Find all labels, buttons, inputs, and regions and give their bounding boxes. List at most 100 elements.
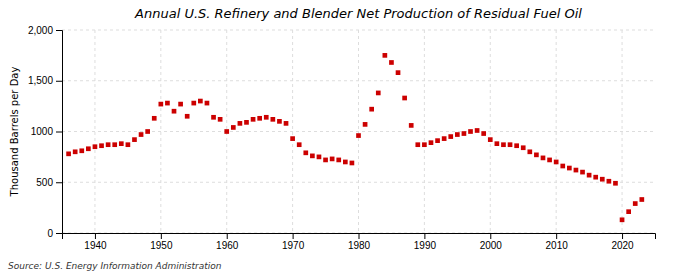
point bbox=[224, 129, 229, 134]
point bbox=[191, 101, 196, 106]
tick: 1000 bbox=[31, 126, 62, 137]
point bbox=[547, 158, 552, 163]
point bbox=[376, 91, 381, 96]
point bbox=[323, 158, 328, 163]
point bbox=[198, 99, 203, 104]
point bbox=[218, 117, 223, 122]
points bbox=[66, 53, 644, 222]
point bbox=[284, 121, 289, 126]
point bbox=[132, 137, 137, 142]
point bbox=[567, 166, 572, 171]
point bbox=[79, 148, 84, 153]
tick-mark bbox=[56, 81, 62, 82]
point bbox=[369, 107, 374, 112]
point bbox=[178, 102, 183, 107]
point bbox=[238, 121, 243, 126]
tick: 500 bbox=[36, 177, 62, 188]
point bbox=[389, 60, 394, 65]
grid-line-y bbox=[62, 182, 655, 183]
point bbox=[409, 123, 414, 128]
point bbox=[607, 179, 612, 184]
grid-line-y bbox=[62, 131, 655, 132]
tick: 2,000 bbox=[28, 25, 62, 36]
point bbox=[251, 117, 256, 122]
tick: 1970 bbox=[282, 233, 305, 251]
tick-mark bbox=[56, 182, 62, 183]
tick-label: 1940 bbox=[84, 240, 107, 251]
grid-line-y bbox=[62, 80, 655, 81]
grid bbox=[62, 30, 655, 233]
point bbox=[560, 164, 565, 169]
point bbox=[422, 142, 427, 147]
point bbox=[580, 170, 585, 175]
point bbox=[488, 137, 493, 142]
tick-label: 0 bbox=[47, 228, 53, 239]
point bbox=[435, 138, 440, 143]
point bbox=[86, 146, 91, 151]
grid-line-y bbox=[62, 30, 655, 31]
point bbox=[330, 157, 335, 162]
tick-mark bbox=[293, 233, 294, 239]
tick-mark bbox=[95, 233, 96, 239]
point bbox=[145, 129, 150, 134]
tick-label: 500 bbox=[36, 177, 53, 188]
point bbox=[448, 134, 453, 139]
tick: 1940 bbox=[84, 233, 107, 251]
point bbox=[481, 131, 486, 136]
source-note: Source: U.S. Energy Information Administ… bbox=[8, 261, 222, 271]
tick-mark bbox=[161, 233, 162, 239]
point bbox=[468, 129, 473, 134]
tick: 1990 bbox=[414, 233, 437, 251]
point bbox=[495, 141, 500, 146]
point bbox=[290, 136, 295, 141]
y-axis-title: Thousand Barrels per Day bbox=[9, 67, 20, 198]
point bbox=[501, 142, 506, 147]
point bbox=[165, 101, 170, 106]
point bbox=[396, 70, 401, 75]
tick-mark bbox=[56, 132, 62, 133]
point bbox=[303, 150, 308, 155]
tick: 1,500 bbox=[28, 75, 62, 86]
point bbox=[112, 142, 117, 147]
point bbox=[66, 151, 71, 156]
point bbox=[310, 154, 315, 159]
point bbox=[462, 131, 467, 136]
tick: 0 bbox=[47, 228, 62, 239]
tick-mark bbox=[424, 233, 425, 239]
tick-label: 1970 bbox=[282, 240, 305, 251]
tick-label: 2010 bbox=[546, 240, 569, 251]
tick-label: 1980 bbox=[348, 240, 371, 251]
title: Annual U.S. Refinery and Blender Net Pro… bbox=[134, 6, 582, 21]
point bbox=[119, 141, 124, 146]
point bbox=[613, 181, 618, 186]
point bbox=[626, 209, 631, 214]
point bbox=[363, 122, 368, 127]
point bbox=[231, 125, 236, 130]
point bbox=[93, 144, 98, 149]
point bbox=[99, 143, 104, 148]
point bbox=[211, 115, 216, 120]
point bbox=[534, 153, 539, 158]
point bbox=[429, 140, 434, 145]
point bbox=[205, 101, 210, 106]
tick: 2000 bbox=[480, 233, 503, 251]
tick-label: 2000 bbox=[480, 240, 503, 251]
tick-mark bbox=[359, 233, 360, 239]
point bbox=[402, 96, 407, 101]
tick: 1960 bbox=[216, 233, 239, 251]
tick-label: 1990 bbox=[414, 240, 437, 251]
point bbox=[541, 156, 546, 161]
point bbox=[639, 197, 644, 202]
x-axis: 194019501960197019801990200020102020 bbox=[63, 233, 656, 251]
point bbox=[514, 143, 519, 148]
point bbox=[600, 177, 605, 182]
tick: 1980 bbox=[348, 233, 371, 251]
axis-line bbox=[56, 31, 63, 234]
tick: 2010 bbox=[546, 233, 569, 251]
point bbox=[383, 53, 388, 58]
point bbox=[126, 142, 131, 147]
point bbox=[442, 136, 447, 141]
tick-label: 1950 bbox=[150, 240, 173, 251]
point bbox=[317, 155, 322, 160]
tick-mark bbox=[227, 233, 228, 239]
